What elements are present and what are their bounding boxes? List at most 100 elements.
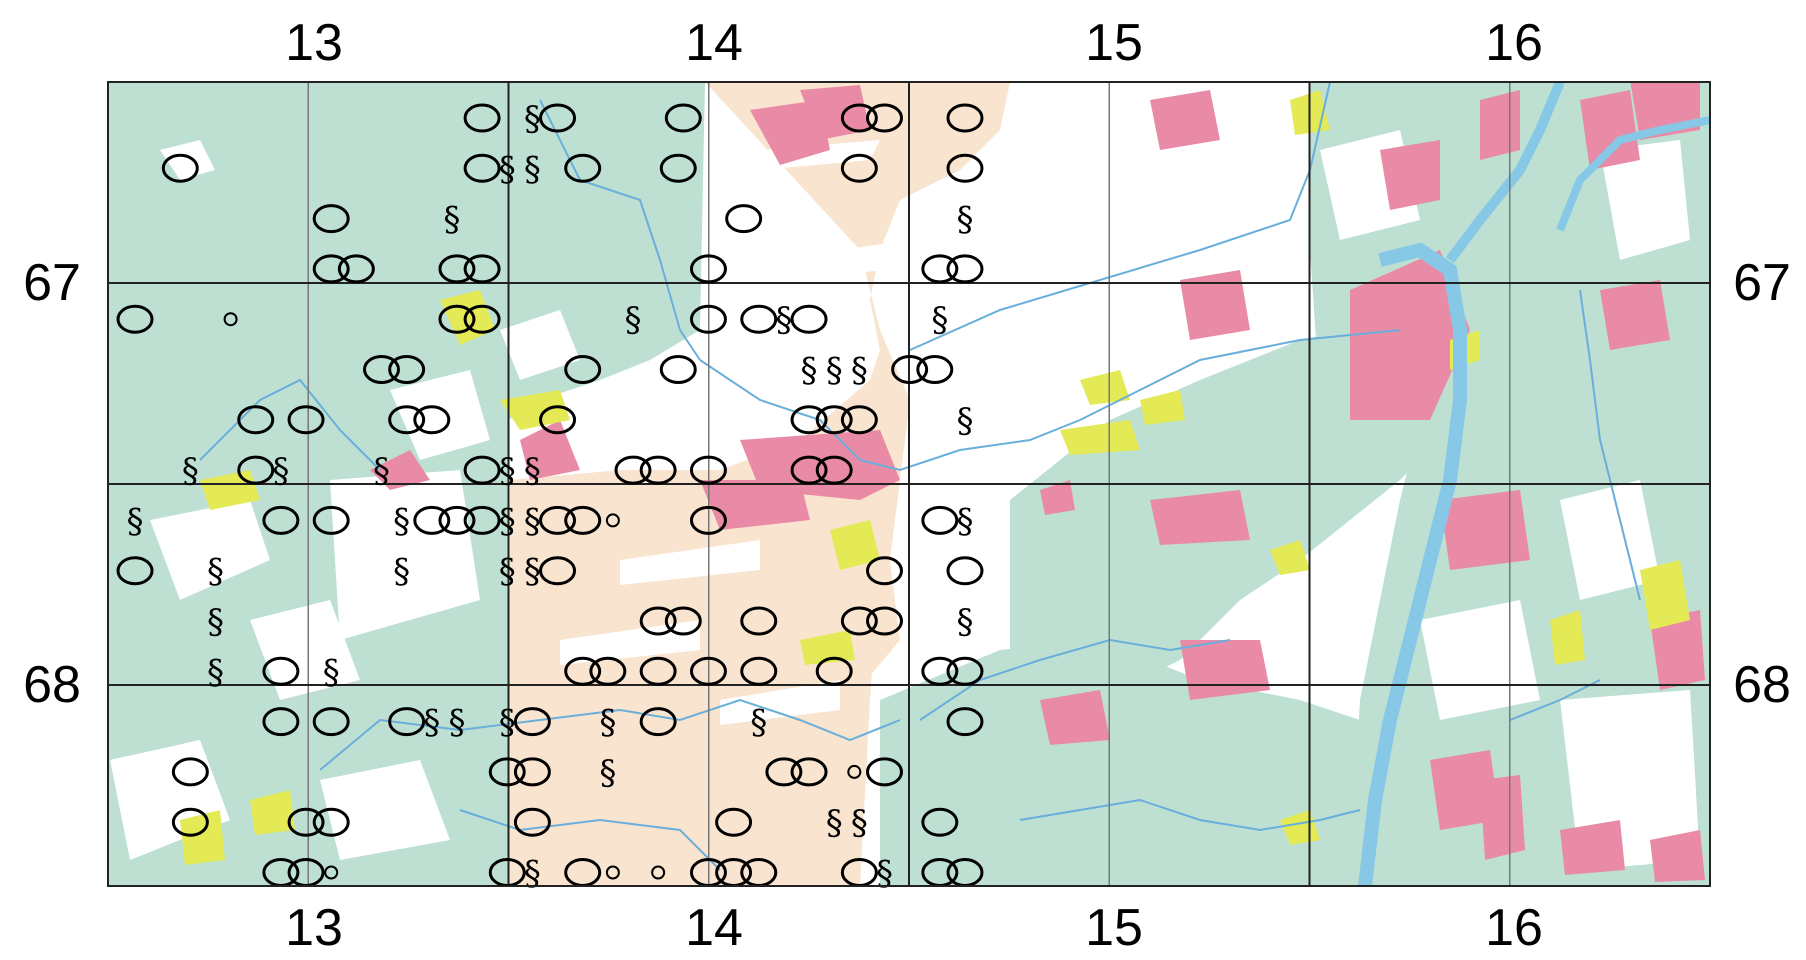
section-symbol: §	[524, 854, 541, 894]
oval-symbol	[815, 455, 853, 485]
oval-symbol	[171, 807, 209, 837]
axis-top-label: 15	[1085, 14, 1143, 72]
oval-symbol	[539, 556, 577, 586]
oval-symbol	[689, 304, 727, 334]
section-symbol: §	[272, 451, 289, 491]
section-symbol: §	[207, 552, 224, 592]
oval-symbol	[413, 505, 451, 535]
oval-symbol	[921, 656, 959, 686]
section-symbol: §	[876, 854, 893, 894]
oval-symbol	[815, 656, 853, 686]
axis-top-labels: 13 14 15 16	[285, 14, 1543, 72]
oval-symbol	[388, 355, 426, 384]
oval-symbol	[463, 103, 501, 133]
axis-bottom-labels: 13 14 15 16	[285, 899, 1543, 957]
oval-symbol	[312, 707, 350, 737]
axis-left-label: 68	[23, 656, 81, 714]
oval-symbol	[740, 656, 778, 686]
small-circle-symbol	[324, 865, 339, 880]
oval-symbol	[564, 153, 602, 183]
oval-symbol	[539, 405, 577, 435]
section-symbol: §	[499, 552, 516, 592]
oval-symbol	[513, 757, 551, 787]
section-symbol: §	[801, 351, 818, 391]
small-circle-symbol	[605, 865, 620, 880]
oval-symbol	[946, 153, 984, 183]
oval-symbol	[664, 606, 702, 636]
axis-right-label: 67	[1733, 254, 1791, 312]
oval-symbol	[388, 405, 426, 435]
section-symbol: §	[373, 451, 390, 491]
oval-symbol	[866, 606, 903, 636]
oval-symbol	[262, 505, 300, 535]
section-symbol: §	[524, 149, 541, 189]
section-symbol: §	[524, 501, 541, 541]
axis-left-labels: 67 68	[23, 254, 81, 714]
oval-symbol	[790, 304, 828, 334]
oval-symbol	[413, 405, 451, 435]
oval-symbol	[312, 505, 350, 535]
section-symbol: §	[393, 552, 410, 592]
axis-bottom-label: 13	[285, 899, 343, 957]
section-symbol: §	[775, 300, 792, 340]
oval-symbol	[866, 556, 903, 586]
oval-symbol	[946, 103, 984, 133]
oval-symbol	[891, 355, 929, 384]
oval-symbol	[689, 254, 727, 284]
oval-symbol	[488, 757, 526, 787]
axis-bottom-label: 16	[1485, 899, 1543, 957]
oval-symbol	[463, 153, 501, 183]
oval-symbol	[438, 254, 476, 284]
oval-symbol	[815, 405, 853, 435]
oval-symbol	[840, 153, 878, 183]
oval-symbol	[921, 254, 959, 284]
oval-symbol	[287, 807, 325, 837]
oval-symbol	[312, 254, 350, 284]
oval-symbol	[840, 606, 878, 636]
oval-symbol	[866, 757, 903, 787]
oval-symbol	[790, 757, 828, 787]
section-symbol: §	[826, 351, 843, 391]
oval-symbol	[564, 355, 602, 384]
oval-symbol	[715, 807, 753, 837]
oval-symbol	[664, 103, 702, 133]
section-symbol: §	[423, 703, 440, 743]
oval-symbol	[312, 807, 350, 837]
oval-symbol	[639, 455, 677, 485]
oval-symbol	[840, 103, 878, 133]
oval-symbol	[946, 656, 984, 686]
small-circle-symbol	[605, 513, 620, 528]
section-symbol: §	[851, 351, 868, 391]
axis-bottom-label: 15	[1085, 899, 1143, 957]
map-frame	[107, 81, 1711, 887]
oval-symbol	[564, 505, 602, 535]
oval-symbol	[438, 505, 476, 535]
oval-symbol	[946, 254, 984, 284]
oval-symbol	[513, 807, 551, 837]
oval-symbol	[262, 707, 300, 737]
oval-symbol	[639, 606, 677, 636]
oval-symbol	[363, 355, 400, 384]
oval-symbol	[388, 707, 426, 737]
section-symbol: §	[931, 300, 948, 340]
oval-symbol	[790, 405, 828, 435]
oval-symbol	[639, 707, 677, 737]
section-symbol: §	[443, 200, 460, 240]
oval-symbol	[689, 505, 727, 535]
urban-areas	[370, 82, 1705, 882]
axis-top-label: 14	[685, 14, 743, 72]
small-circle-symbol	[651, 865, 666, 880]
oval-symbol	[116, 556, 154, 586]
oval-symbol	[639, 656, 677, 686]
section-symbol: §	[499, 149, 516, 189]
oval-symbol	[916, 355, 954, 384]
oval-symbol	[946, 707, 984, 737]
oval-symbol	[589, 656, 627, 686]
section-symbol: §	[524, 99, 541, 139]
oval-symbol	[866, 103, 903, 133]
oval-symbol	[161, 153, 199, 183]
oval-symbol	[740, 606, 778, 636]
section-symbol: §	[956, 602, 973, 642]
oval-symbol	[463, 304, 501, 334]
